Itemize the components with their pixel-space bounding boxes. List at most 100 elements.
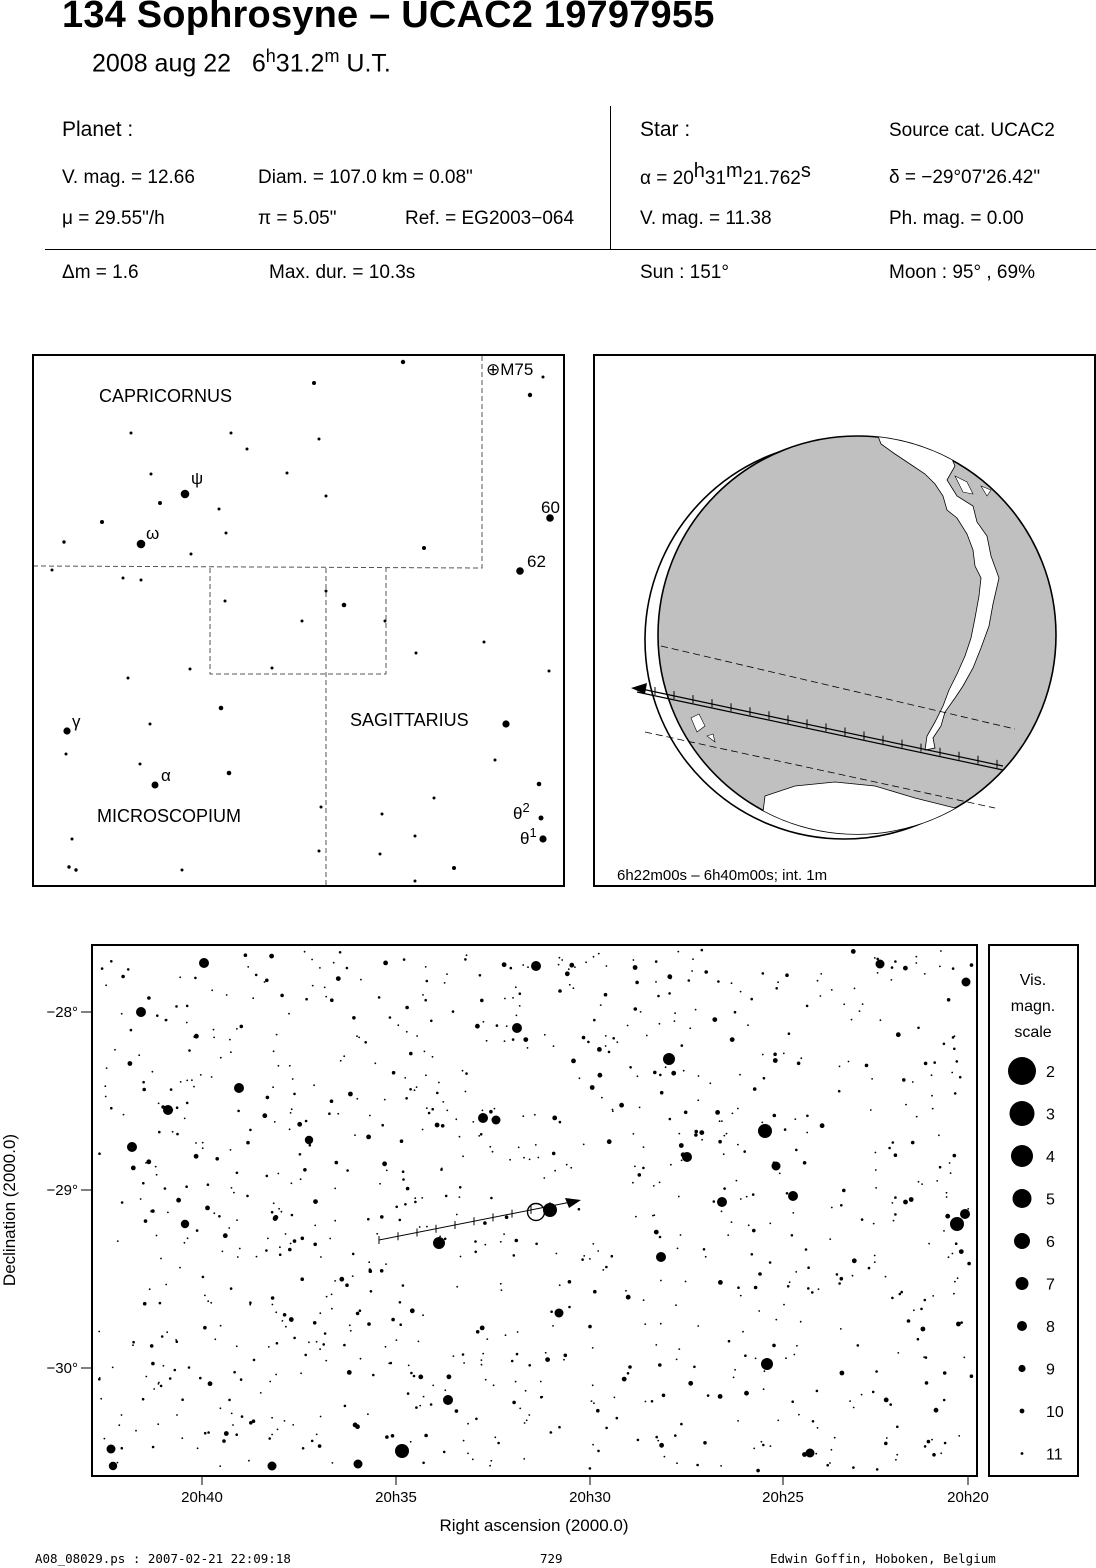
map-star: [154, 1165, 157, 1168]
map-star: [625, 1289, 627, 1292]
map-star: [455, 1118, 458, 1121]
map-star: [193, 1085, 195, 1088]
globe-svg: 6h22m00s – 6h40m00s; int. 1m: [617, 435, 1057, 884]
map-star: [238, 1247, 241, 1250]
map-star: [311, 984, 314, 987]
map-star: [653, 1214, 656, 1216]
map-star: [535, 1242, 538, 1246]
finder-star: [413, 879, 417, 883]
map-star: [315, 1340, 318, 1343]
finder-star: [502, 720, 510, 728]
map-star: [534, 1144, 537, 1146]
map-star: [969, 963, 974, 967]
map-star: [826, 1463, 829, 1467]
bright-star: [136, 1007, 146, 1017]
map-star: [596, 1408, 600, 1413]
map-star: [410, 1371, 413, 1375]
map-star: [440, 1124, 445, 1128]
map-star: [129, 1028, 133, 1032]
map-star: [247, 966, 250, 968]
map-star: [924, 1356, 928, 1359]
map-star: [481, 1109, 484, 1112]
finder-stars: [50, 359, 554, 883]
finder-star: [62, 540, 66, 544]
finder-star: [121, 576, 125, 580]
map-star: [839, 1328, 842, 1330]
map-star: [642, 1146, 645, 1148]
bright-star: [491, 1115, 501, 1125]
map-star: [626, 1024, 629, 1027]
map-star: [967, 1208, 970, 1210]
map-star: [409, 1088, 412, 1091]
map-star: [522, 964, 525, 966]
moon-info: Moon : 95° , 69%: [889, 262, 1035, 283]
planet-vmag: V. mag. = 12.66: [62, 167, 195, 188]
map-star: [187, 1366, 191, 1369]
finder-star: [224, 531, 228, 535]
map-star: [275, 1342, 279, 1345]
map-star: [271, 1433, 273, 1436]
map-star: [829, 1462, 831, 1464]
map-star: [195, 1142, 197, 1144]
map-star: [730, 982, 733, 985]
map-star: [389, 1361, 393, 1365]
map-star: [405, 1097, 408, 1100]
map-star: [414, 1200, 417, 1204]
map-star: [334, 1187, 337, 1190]
map-star: [692, 958, 694, 960]
map-star: [281, 1320, 284, 1322]
continents: [690, 436, 1000, 834]
planet-label: Planet :: [62, 118, 134, 141]
map-star: [953, 1092, 957, 1095]
scale-dot: [1014, 1233, 1030, 1249]
map-star: [796, 1344, 798, 1347]
map-star: [792, 1212, 795, 1214]
map-star: [303, 950, 306, 953]
map-star: [398, 1218, 402, 1222]
map-star: [236, 1028, 238, 1030]
map-star: [329, 1099, 334, 1103]
y-tick: −30°: [47, 1360, 78, 1377]
scale-label: 8: [1046, 1319, 1055, 1336]
map-star: [817, 1288, 820, 1290]
map-star: [660, 1279, 662, 1282]
map-star: [322, 1343, 325, 1346]
asteroid-path: [378, 1198, 581, 1244]
map-star: [785, 1192, 789, 1195]
map-star: [597, 952, 600, 955]
map-star: [332, 961, 335, 964]
map-star: [255, 1255, 258, 1258]
map-star: [499, 1282, 502, 1285]
map-star: [278, 1253, 282, 1256]
map-star: [718, 1120, 721, 1123]
map-star: [891, 1202, 894, 1204]
map-star: [806, 1131, 809, 1134]
map-star: [537, 1156, 540, 1159]
finder-star: [189, 552, 193, 556]
map-star: [697, 1325, 700, 1327]
bright-star: [961, 977, 971, 987]
star-source-catalog: Source cat. UCAC2: [889, 120, 1055, 141]
map-star: [181, 1437, 184, 1440]
map-star: [427, 1111, 431, 1115]
map-star: [514, 1380, 517, 1383]
map-star: [147, 996, 151, 1000]
map-star: [933, 1061, 936, 1064]
map-star: [196, 1447, 199, 1450]
map-star: [720, 1465, 722, 1467]
x-tick: 20h25: [762, 1489, 804, 1506]
map-star: [504, 997, 506, 1000]
footer-file: A08_08029.ps : 2007-02-21 22:09:18: [35, 1551, 291, 1566]
map-star: [762, 1388, 765, 1391]
map-star: [338, 951, 342, 954]
map-star: [923, 1061, 928, 1066]
map-star: [704, 1255, 707, 1258]
map-star: [688, 1380, 694, 1386]
map-star: [423, 1050, 426, 1053]
map-star: [601, 1096, 603, 1099]
map-star: [456, 1285, 459, 1288]
map-star: [545, 1357, 550, 1362]
label-microscopium: MICROSCOPIUM: [97, 806, 241, 826]
map-star: [815, 1452, 818, 1455]
time-ticks: [654, 687, 998, 768]
